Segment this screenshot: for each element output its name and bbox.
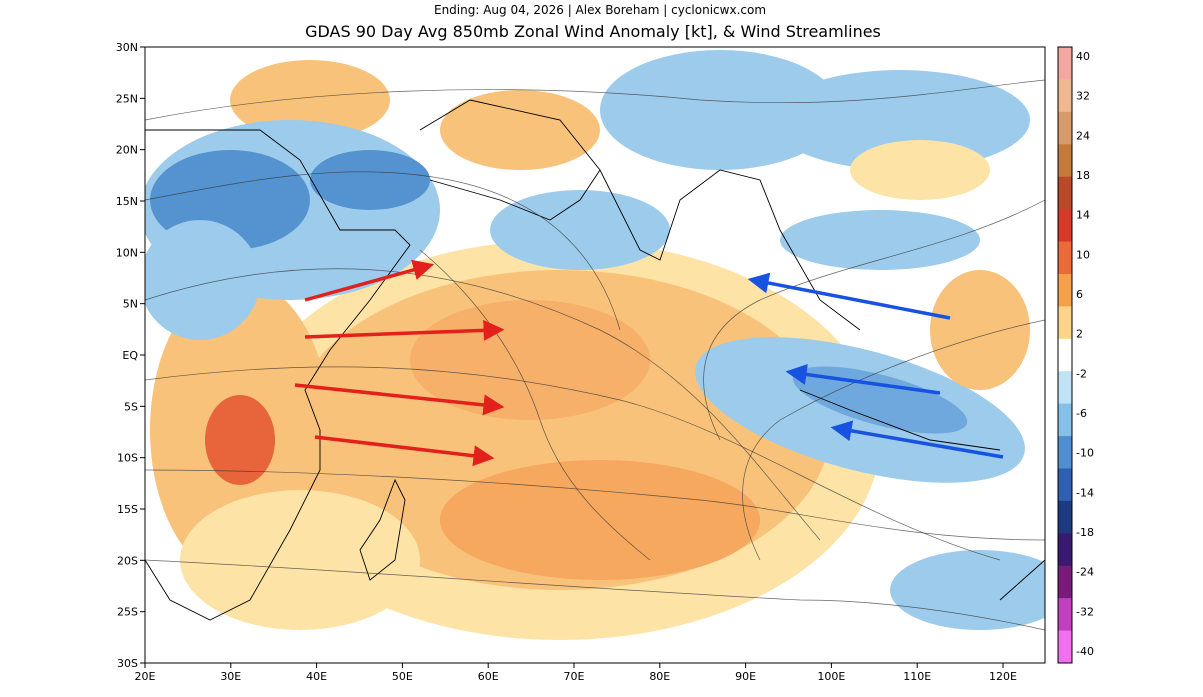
colorbar-segment bbox=[1058, 209, 1072, 243]
colorbar-label: 14 bbox=[1076, 209, 1090, 222]
colorbar-segment bbox=[1058, 403, 1072, 437]
map bbox=[145, 47, 1045, 663]
colorbar-label: 40 bbox=[1076, 50, 1090, 63]
colorbar-label: 2 bbox=[1076, 328, 1083, 341]
colorbar-frame bbox=[1057, 46, 1073, 664]
lat-label: EQ bbox=[122, 349, 138, 362]
lat-label: 5N bbox=[123, 298, 138, 311]
lon-label: 80E bbox=[649, 670, 670, 683]
lon-label: 50E bbox=[392, 670, 413, 683]
colorbar-segment bbox=[1058, 306, 1072, 340]
colorbar-segment bbox=[1058, 47, 1072, 80]
colorbar-segment bbox=[1058, 630, 1072, 664]
colorbar-segment bbox=[1058, 241, 1072, 275]
lat-label: 10N bbox=[116, 246, 138, 259]
colorbar-label: -18 bbox=[1076, 526, 1094, 539]
title: GDAS 90 Day Avg 850mb Zonal Wind Anomaly… bbox=[305, 22, 881, 41]
colorbar-segment bbox=[1058, 338, 1072, 372]
colorbar-segment bbox=[1058, 500, 1072, 534]
lon-label: 40E bbox=[306, 670, 327, 683]
lat-label: 25N bbox=[116, 92, 138, 105]
colorbar-segment bbox=[1058, 371, 1072, 405]
lat-label: 30S bbox=[117, 657, 138, 670]
lon-label: 30E bbox=[220, 670, 241, 683]
colorbar-segment bbox=[1058, 598, 1072, 632]
annotation-arrows bbox=[294, 259, 1004, 467]
lon-label: 70E bbox=[564, 670, 585, 683]
lon-label: 120E bbox=[989, 670, 1017, 683]
lat-label: 20S bbox=[117, 554, 138, 567]
colorbar-label: -14 bbox=[1076, 486, 1094, 499]
colorbar-label: -32 bbox=[1076, 605, 1094, 618]
colorbar-segment bbox=[1058, 144, 1072, 178]
colorbar-segment bbox=[1058, 436, 1072, 469]
lon-label: 110E bbox=[903, 670, 931, 683]
lon-label: 20E bbox=[135, 670, 156, 683]
subtitle: Ending: Aug 04, 2026 | Alex Boreham | cy… bbox=[434, 3, 766, 17]
colorbar-label: 32 bbox=[1076, 90, 1090, 103]
lat-label: 10S bbox=[117, 452, 138, 465]
colorbar-segment bbox=[1058, 468, 1072, 502]
lon-label: 60E bbox=[478, 670, 499, 683]
lat-label: 20N bbox=[116, 144, 138, 157]
lat-label: 25S bbox=[117, 606, 138, 619]
lat-label: 5S bbox=[124, 400, 138, 413]
colorbar-label: -10 bbox=[1076, 447, 1094, 460]
colorbar-label: 18 bbox=[1076, 169, 1090, 182]
colorbar-label: 24 bbox=[1076, 129, 1090, 142]
colorbar-label: 10 bbox=[1076, 248, 1090, 261]
lat-label: 30N bbox=[116, 41, 138, 54]
colorbar-segment bbox=[1058, 176, 1072, 210]
colorbar-label: 6 bbox=[1076, 288, 1083, 301]
colorbar-segment bbox=[1058, 565, 1072, 599]
colorbar-label: -40 bbox=[1076, 645, 1094, 658]
colorbar-label: -24 bbox=[1076, 566, 1094, 579]
colorbar-segment bbox=[1058, 533, 1072, 567]
lat-label: 15S bbox=[117, 503, 138, 516]
colorbar-label: -2 bbox=[1076, 367, 1087, 380]
lat-label: 15N bbox=[116, 195, 138, 208]
lon-label: 100E bbox=[817, 670, 845, 683]
colorbar-segment bbox=[1058, 111, 1072, 145]
lon-label: 90E bbox=[735, 670, 756, 683]
colorbar-label: -6 bbox=[1076, 407, 1087, 420]
colorbar-segment bbox=[1058, 273, 1072, 307]
colorbar-segment bbox=[1058, 79, 1072, 113]
